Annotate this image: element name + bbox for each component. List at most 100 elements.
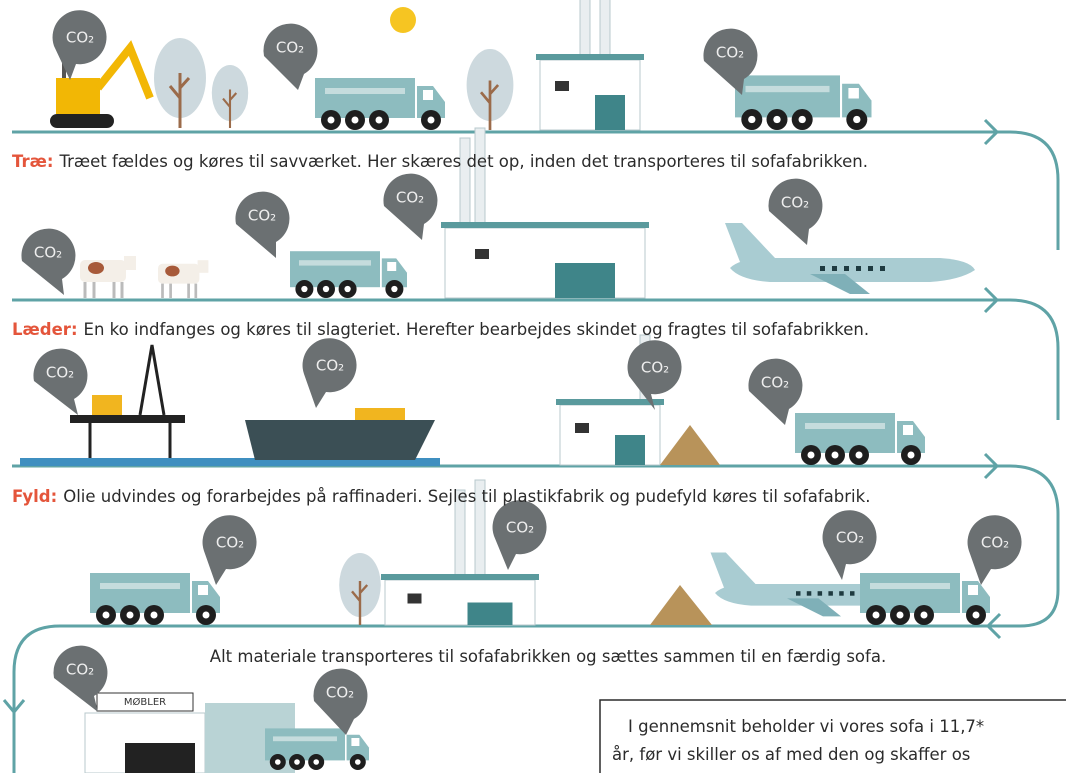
co2-bubble: CO₂ xyxy=(203,515,257,585)
plane-window xyxy=(844,266,849,271)
plane-window xyxy=(850,591,855,596)
co2-bubble: CO₂ xyxy=(235,192,289,258)
cargo xyxy=(355,408,405,420)
tracks xyxy=(50,114,114,128)
cow xyxy=(80,256,136,298)
platform xyxy=(70,415,185,423)
truck xyxy=(735,75,872,130)
page: CO₂CO₂CO₂CO₂CO₂CO₂CO₂CO₂CO₂CO₂CO₂CO₂CO₂C… xyxy=(0,0,1066,773)
cow-legs xyxy=(163,284,196,298)
plane-tail xyxy=(725,223,775,262)
tree xyxy=(212,65,248,128)
hub xyxy=(856,452,863,459)
window xyxy=(575,423,589,433)
bubble-label: CO₂ xyxy=(216,534,244,552)
plane-window xyxy=(868,266,873,271)
bubble-shape xyxy=(263,24,317,90)
truck-window xyxy=(198,585,208,595)
co2-bubble: CO₂ xyxy=(823,510,877,580)
truck-stripe xyxy=(870,583,950,589)
truck-stripe xyxy=(100,583,180,589)
caption: Læder:En ko indfanges og køres til slagt… xyxy=(12,320,869,339)
co2-bubble: CO₂ xyxy=(263,24,317,90)
filling-pile xyxy=(660,425,720,465)
hub xyxy=(853,116,860,123)
door xyxy=(615,435,645,465)
truck-stripe xyxy=(325,88,405,94)
hub xyxy=(355,759,361,765)
window xyxy=(555,81,569,91)
co2-bubble: CO₂ xyxy=(748,359,802,425)
bridge xyxy=(275,400,315,420)
tree xyxy=(339,553,381,625)
info-line: år, før vi skiller os af med den og skaf… xyxy=(612,745,970,764)
co2-bubble: CO₂ xyxy=(21,229,75,295)
bubble-label: CO₂ xyxy=(981,534,1009,552)
caption-text: En ko indfanges og køres til slagteriet.… xyxy=(84,320,870,339)
assembly-caption: Alt materiale transporteres til sofafabr… xyxy=(210,647,886,666)
bubble-label: CO₂ xyxy=(248,207,276,225)
co2-bubble: CO₂ xyxy=(768,179,822,245)
shop: MØBLER xyxy=(85,693,295,773)
chimney xyxy=(580,0,590,60)
cow-legs xyxy=(85,282,122,298)
truck-window xyxy=(968,585,978,595)
plane-window xyxy=(820,266,825,271)
bubble-label: CO₂ xyxy=(326,684,354,702)
plane-window xyxy=(832,266,837,271)
bubble-label: CO₂ xyxy=(761,374,789,392)
bubble-shape xyxy=(21,229,75,295)
road xyxy=(12,300,1058,420)
truck-window xyxy=(903,425,913,435)
oil-rig xyxy=(70,345,185,460)
chimney xyxy=(475,128,485,228)
roof xyxy=(536,54,644,60)
hub xyxy=(799,116,806,123)
bubble-label: CO₂ xyxy=(716,44,744,62)
hub xyxy=(376,117,383,124)
hub xyxy=(973,612,980,619)
plane-tail xyxy=(711,553,756,588)
bubble-shape xyxy=(33,349,87,415)
truck xyxy=(860,573,990,625)
roof xyxy=(441,222,649,228)
cow-body xyxy=(158,264,199,284)
chimney xyxy=(600,0,610,60)
bubble-shape xyxy=(313,669,367,735)
door xyxy=(468,603,513,626)
truck-stripe xyxy=(299,260,371,265)
plane-window xyxy=(839,591,844,596)
hub xyxy=(391,286,397,292)
tree xyxy=(467,49,514,130)
window xyxy=(475,249,489,259)
hub xyxy=(313,759,319,765)
cow-body xyxy=(80,260,126,282)
barrels xyxy=(92,395,122,415)
bubble-label: CO₂ xyxy=(66,661,94,679)
cow-spot xyxy=(165,266,179,277)
hub xyxy=(301,286,307,292)
hub xyxy=(127,612,134,619)
bubble-label: CO₂ xyxy=(836,529,864,547)
caption-label: Fyld: xyxy=(12,487,57,506)
hub xyxy=(328,117,335,124)
hub xyxy=(151,612,158,619)
arm xyxy=(98,48,150,98)
co2-bubble: CO₂ xyxy=(53,10,107,80)
hub xyxy=(808,452,815,459)
cow xyxy=(158,260,208,298)
plane-window xyxy=(796,591,801,596)
bubble-label: CO₂ xyxy=(66,29,94,47)
bubble-label: CO₂ xyxy=(781,194,809,212)
bubble-label: CO₂ xyxy=(46,364,74,382)
truck xyxy=(265,728,369,770)
hull xyxy=(245,420,435,460)
hub xyxy=(323,286,329,292)
truck-stripe xyxy=(273,736,337,741)
ship xyxy=(245,400,435,460)
truck xyxy=(315,78,445,130)
bubble-shape xyxy=(748,359,802,425)
plane-window xyxy=(818,591,823,596)
infographic: CO₂CO₂CO₂CO₂CO₂CO₂CO₂CO₂CO₂CO₂CO₂CO₂CO₂C… xyxy=(0,0,1066,773)
caption: Fyld:Olie udvindes og forarbejdes på raf… xyxy=(12,487,870,506)
